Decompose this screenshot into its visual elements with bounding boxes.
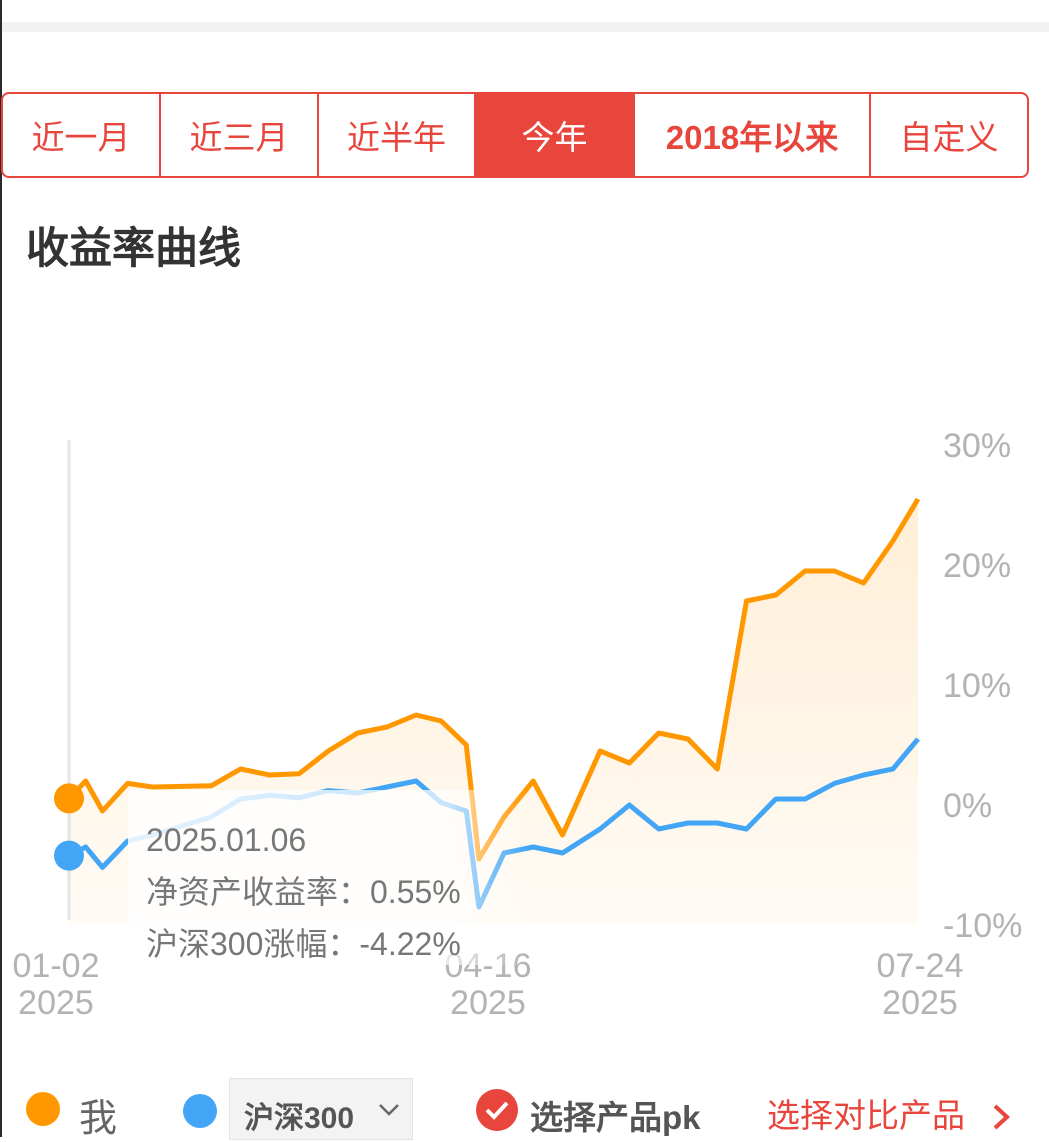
x-tick-year: 2025 bbox=[18, 984, 94, 1022]
pk-label[interactable]: 选择产品pk bbox=[530, 1099, 701, 1136]
chart-legend: 我 沪深300 选择产品pk 选择对比产品 bbox=[0, 1075, 1049, 1140]
x-tick-date: 01-02 bbox=[13, 947, 100, 985]
benchmark-select[interactable]: 沪深300 bbox=[229, 1078, 413, 1140]
y-tick-label: 30% bbox=[943, 427, 1011, 465]
index-legend-dot bbox=[183, 1094, 217, 1128]
x-tick-year: 2025 bbox=[450, 984, 526, 1022]
x-tick-date: 07-24 bbox=[877, 947, 964, 985]
chevron-down-icon bbox=[379, 1104, 399, 1116]
tab-this-year[interactable]: 今年 bbox=[476, 94, 635, 176]
check-circle-icon[interactable] bbox=[476, 1089, 518, 1131]
tab-last-half-year[interactable]: 近半年 bbox=[319, 94, 476, 176]
y-tick-label: 0% bbox=[943, 787, 992, 825]
y-tick-label: 10% bbox=[943, 667, 1011, 705]
x-tick-year: 2025 bbox=[882, 984, 958, 1022]
benchmark-select-label: 沪深300 bbox=[244, 1102, 355, 1135]
me-legend-label: 我 bbox=[79, 1096, 118, 1140]
top-separator bbox=[2, 22, 1049, 32]
tab-custom[interactable]: 自定义 bbox=[899, 118, 999, 157]
y-axis-ticks: 30% 20% 10% 0% -10% bbox=[943, 427, 1022, 945]
tab-last-month[interactable]: 近一月 bbox=[3, 94, 161, 176]
chart-tooltip: 2025.01.06 净资产收益率：0.55% 沪深300涨幅：-4.22% bbox=[128, 790, 528, 965]
tab-last-three-months[interactable]: 近三月 bbox=[161, 94, 319, 176]
compare-product-link[interactable]: 选择对比产品 bbox=[767, 1089, 1010, 1137]
top-strip bbox=[2, 0, 1049, 22]
index-hover-marker bbox=[54, 840, 84, 871]
tooltip-index-return: 沪深300涨幅：-4.22% bbox=[146, 926, 461, 962]
tooltip-my-return: 净资产收益率：0.55% bbox=[146, 874, 461, 910]
y-tick-label: 20% bbox=[943, 547, 1011, 585]
me-legend-dot bbox=[26, 1092, 60, 1126]
tab-since-2018[interactable]: 2018年以来 bbox=[635, 94, 871, 176]
section-title: 收益率曲线 bbox=[26, 224, 241, 274]
chevron-right-icon bbox=[993, 1104, 1010, 1130]
tooltip-date: 2025.01.06 bbox=[146, 822, 307, 858]
period-tabs: 近一月 近三月 近半年 今年 2018年以来 自定义 bbox=[1, 92, 1029, 178]
y-tick-label: -10% bbox=[943, 907, 1022, 945]
window-edge bbox=[0, 0, 2, 1137]
compare-link-text: 选择对比产品 bbox=[767, 1096, 965, 1135]
me-hover-marker bbox=[54, 783, 84, 814]
